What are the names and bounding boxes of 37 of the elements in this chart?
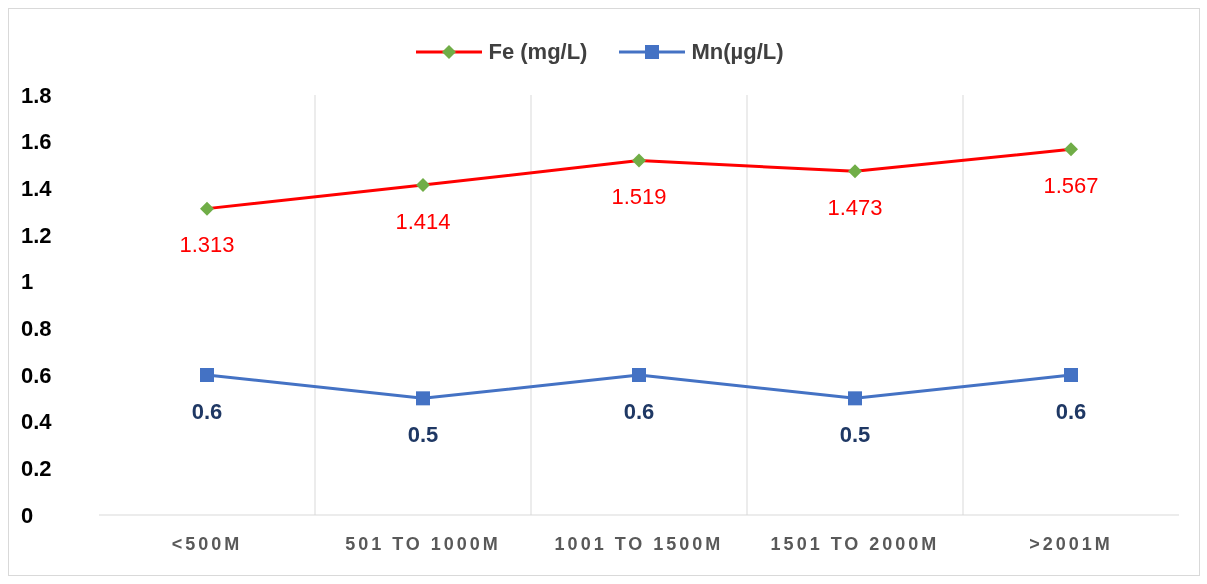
y-tick-label: 0.4: [21, 409, 53, 435]
x-tick-label: <500M: [171, 533, 243, 554]
data-label: 0.5: [839, 421, 871, 447]
x-tick-label: 1001 TO 1500M: [554, 533, 724, 554]
data-label: 1.567: [1043, 172, 1099, 198]
x-tick-label: 501 TO 1000M: [345, 533, 501, 554]
point: [200, 368, 214, 382]
data-label: 1.313: [179, 232, 235, 258]
data-label: 0.6: [191, 398, 223, 424]
y-tick-label: 1.2: [21, 222, 52, 248]
data-label: 0.6: [623, 398, 655, 424]
point: [1064, 368, 1078, 382]
y-tick-label: 0.2: [21, 456, 52, 482]
point: [632, 153, 646, 168]
y-tick-label: 0.6: [21, 362, 52, 388]
data-label: 1.473: [827, 194, 883, 220]
point: [416, 391, 430, 406]
y-tick-label: 0.8: [21, 316, 52, 342]
data-label: 1.414: [395, 208, 451, 234]
point: [200, 201, 214, 216]
y-tick-label: 0: [21, 502, 34, 528]
point: [1064, 142, 1078, 157]
data-label: 0.6: [1055, 398, 1087, 424]
data-label: 0.5: [407, 421, 439, 447]
point: [632, 368, 646, 382]
x-tick-label: 1501 TO 2000M: [770, 533, 940, 554]
data-label: 1.519: [611, 184, 667, 210]
point: [848, 391, 862, 406]
legend-label: Fe (mg/L): [488, 39, 588, 65]
point: [416, 178, 430, 193]
y-tick-label: 1.8: [21, 82, 52, 108]
y-tick-label: 1: [21, 269, 34, 295]
y-tick-label: 1.6: [21, 129, 52, 155]
y-tick-label: 1.4: [21, 176, 53, 202]
point: [848, 164, 862, 179]
x-tick-label: >2001M: [1029, 533, 1113, 554]
legend-label: Mn(µg/L): [691, 39, 784, 65]
